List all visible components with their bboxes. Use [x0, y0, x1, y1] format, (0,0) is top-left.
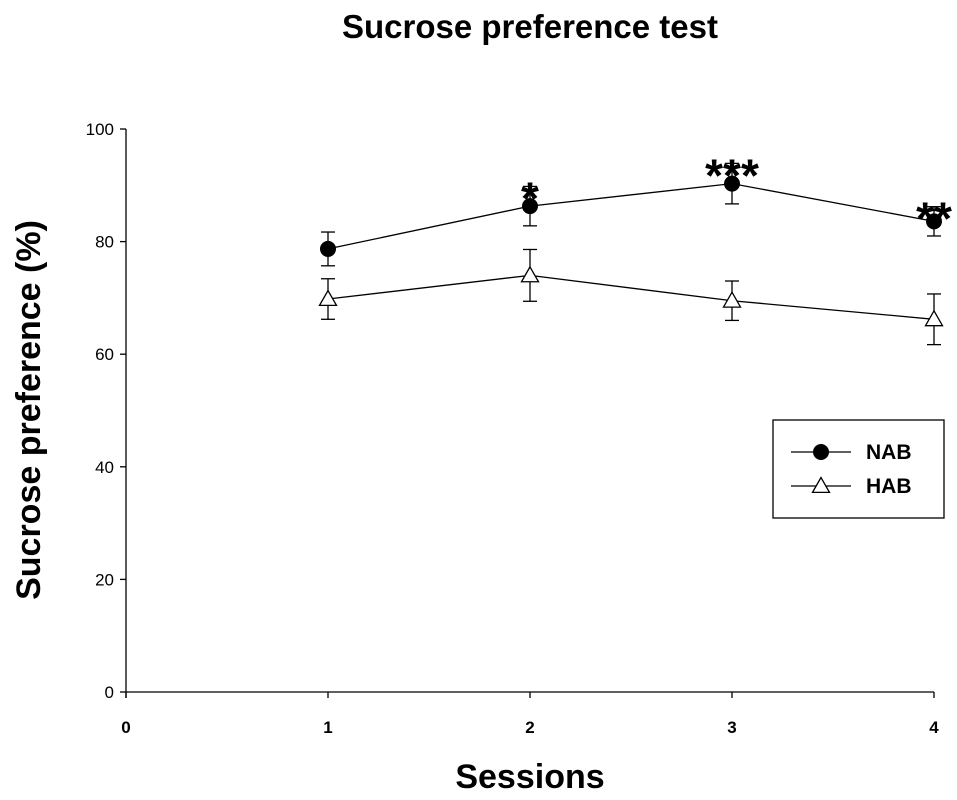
legend-label: HAB	[866, 475, 912, 498]
series-hab-line	[327, 274, 935, 320]
x-axis-ticks: 0 1 2 3 4	[121, 692, 939, 737]
y-tick-label: 0	[105, 683, 114, 702]
significance-marker: *	[521, 172, 539, 224]
significance-marker: **	[916, 193, 952, 245]
series-layer	[318, 162, 944, 346]
significance-marker: ***	[705, 149, 759, 201]
chart-title: Sucrose preference test	[342, 8, 718, 45]
y-tick-label: 60	[95, 345, 114, 364]
x-tick-label: 1	[323, 718, 332, 737]
legend-marker	[811, 476, 831, 494]
y-axis-ticks: 0 20 40 60 80 100	[86, 120, 126, 702]
legend: NAB HAB	[772, 419, 945, 519]
data-point-hab	[722, 290, 742, 308]
data-point-hab	[924, 309, 944, 327]
y-tick-label: 80	[95, 233, 114, 252]
legend-item-hab: HAB	[791, 475, 912, 498]
series-hab	[318, 248, 944, 346]
legend-label: NAB	[866, 441, 912, 464]
y-tick-label: 100	[86, 120, 114, 139]
data-point-nab	[522, 198, 538, 215]
data-point-nab	[926, 213, 942, 230]
data-point-hab	[520, 265, 540, 283]
x-tick-label: 2	[525, 718, 534, 737]
data-point-hab	[318, 289, 338, 307]
x-tick-label: 3	[727, 718, 736, 737]
data-point-nab	[724, 175, 740, 192]
y-tick-label: 40	[95, 458, 114, 477]
x-tick-label: 4	[929, 718, 939, 737]
legend-box	[772, 419, 945, 519]
legend-item-nab: NAB	[791, 441, 912, 464]
y-tick-label: 20	[95, 570, 114, 589]
y-axis-title: Sucrose preference (%)	[10, 220, 48, 600]
data-point-nab	[320, 240, 336, 257]
series-nab	[320, 162, 942, 267]
x-tick-label: 0	[121, 718, 130, 737]
series-nab-line	[327, 182, 935, 250]
significance-annotations: * *****	[521, 149, 952, 244]
legend-marker	[813, 444, 829, 460]
x-axis-title: Sessions	[455, 758, 604, 796]
